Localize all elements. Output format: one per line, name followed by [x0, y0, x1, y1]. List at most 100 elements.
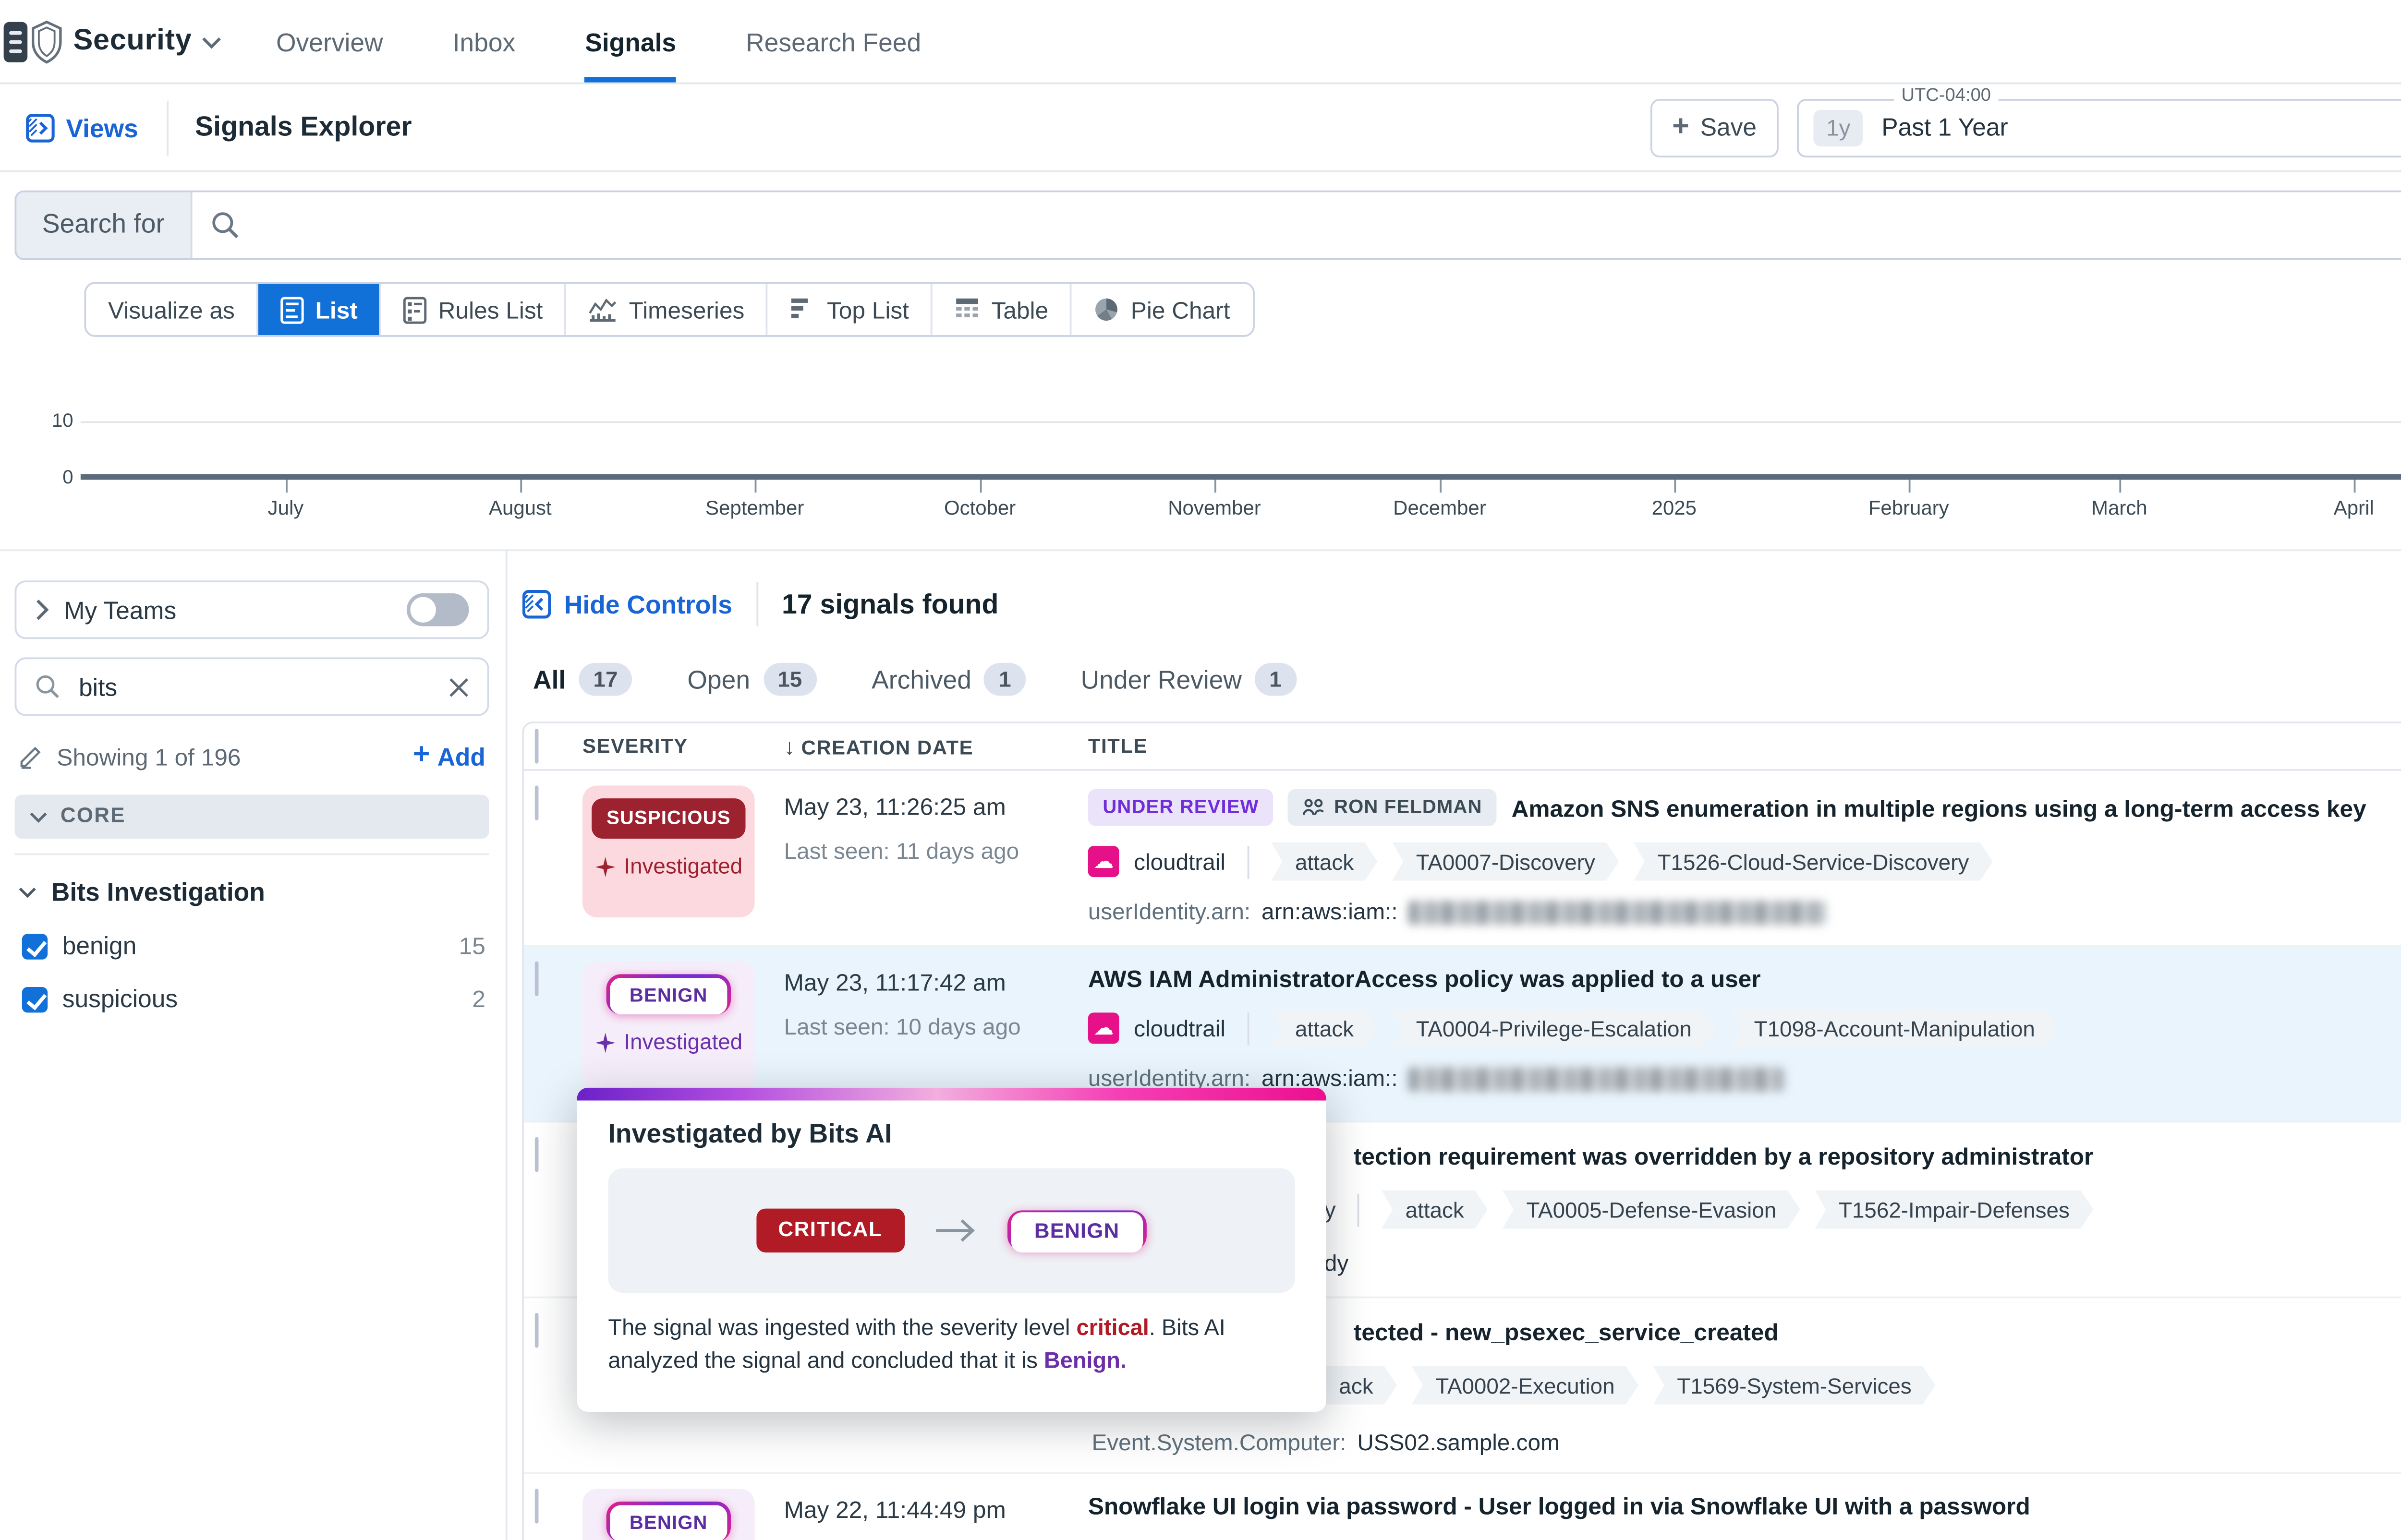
- list-icon: [280, 296, 304, 323]
- tag-chip[interactable]: T1526-Cloud-Service-Discovery: [1634, 842, 1993, 881]
- chart-plot: July August September October November Decemb…: [80, 362, 2401, 520]
- month-tick: [520, 480, 522, 493]
- from-severity-badge: CRITICAL: [756, 1208, 905, 1253]
- add-facet-button[interactable]: + Add: [413, 740, 485, 773]
- signal-title-fragment[interactable]: tected - new_psexec_service_created: [1353, 1318, 1779, 1346]
- month-label: July: [267, 498, 304, 520]
- table-row-3[interactable]: tection requirement was overridden by a …: [523, 1122, 2401, 1299]
- status-tab-all[interactable]: All 17: [533, 662, 632, 696]
- creation-date: May 23, 11:17:42 am: [784, 968, 1006, 997]
- signal-title[interactable]: AWS IAM AdministratorAccess policy was a…: [1088, 965, 1761, 993]
- status-tab-under-review[interactable]: Under Review 1: [1081, 662, 1297, 696]
- facet-bits-investigation[interactable]: Bits Investigation: [18, 877, 485, 906]
- collapse-menu-icon[interactable]: [3, 21, 28, 61]
- benign-checkbox[interactable]: [22, 933, 48, 959]
- signals-found-count: 17 signals found: [781, 589, 999, 620]
- visualize-pie-chart-button[interactable]: Pie Chart: [1070, 284, 1252, 336]
- product-switcher-chevron-icon[interactable]: [201, 36, 221, 49]
- row-checkbox[interactable]: [534, 961, 539, 997]
- status-tab-archived[interactable]: Archived 1: [872, 662, 1026, 696]
- row-checkbox[interactable]: [534, 785, 539, 820]
- status-tabs: All 17 Open 15 Archived 1 Under Review 1: [533, 662, 2401, 696]
- tag-chip[interactable]: attack: [1271, 1009, 1377, 1047]
- tag-chip[interactable]: T1562-Impair-Defenses: [1815, 1190, 2093, 1228]
- assignee-people-icon: [1303, 799, 1325, 815]
- severity-badge-benign: BENIGN: [606, 974, 732, 1015]
- header-creation-date[interactable]: ↓ CREATION DATE: [784, 733, 974, 759]
- tab-overview[interactable]: Overview: [276, 26, 383, 56]
- assignee-badge[interactable]: RON FELDMAN: [1288, 789, 1497, 826]
- signal-title[interactable]: Amazon SNS enumeration in multiple regio…: [1511, 794, 2366, 821]
- facet-search-input[interactable]: [75, 671, 435, 702]
- facet-value-benign[interactable]: benign 15: [22, 932, 485, 960]
- visualize-as-label: Visualize as: [86, 284, 257, 336]
- nav-tabs: Overview Inbox Signals Research Feed: [276, 0, 921, 83]
- tab-research-feed[interactable]: Research Feed: [746, 26, 922, 56]
- field-key: userIdentity.arn:: [1088, 899, 1251, 925]
- creation-date: May 23, 11:26:25 am: [784, 793, 1006, 820]
- save-button[interactable]: + Save: [1650, 98, 1779, 157]
- visualize-timeseries-button[interactable]: Timeseries: [565, 284, 767, 336]
- my-teams-control[interactable]: My Teams: [14, 580, 489, 639]
- sort-descending-icon: ↓: [784, 733, 796, 759]
- signal-title[interactable]: Snowflake UI login via password - User l…: [1088, 1492, 2030, 1520]
- views-button[interactable]: Views: [15, 105, 149, 149]
- row-checkbox[interactable]: [534, 1489, 539, 1524]
- facet-search-box: [14, 657, 489, 716]
- tag-chip[interactable]: attack: [1382, 1190, 1488, 1228]
- tag-chip-fragment[interactable]: ack: [1315, 1366, 1397, 1405]
- tag-chip[interactable]: TA0002-Execution: [1412, 1366, 1638, 1405]
- month-label: December: [1393, 498, 1486, 520]
- month-label: March: [2091, 498, 2147, 520]
- signal-title-fragment[interactable]: tection requirement was overridden by a …: [1353, 1143, 2094, 1170]
- table-row-5[interactable]: BENIGN May 22, 11:44:49 pm Last seen: 11…: [524, 1474, 2401, 1540]
- month-tick: [2119, 480, 2122, 493]
- gridline-10: [80, 421, 2401, 423]
- tag-chip[interactable]: TA0007-Discovery: [1392, 842, 1619, 881]
- table-row-4[interactable]: tected - new_psexec_service_created ack …: [523, 1298, 2401, 1474]
- tab-inbox[interactable]: Inbox: [452, 26, 516, 56]
- visualize-top-list-button[interactable]: Top List: [766, 284, 931, 336]
- visualize-table-button[interactable]: Table: [931, 284, 1070, 336]
- facet-showing-label: Showing 1 of 196: [57, 742, 241, 770]
- time-range-label: Past 1 Year: [1881, 113, 2008, 141]
- select-all-checkbox[interactable]: [534, 728, 539, 763]
- hide-controls-panel-icon: [522, 590, 551, 619]
- search-input[interactable]: [258, 192, 2395, 258]
- month-label: 2025: [1651, 498, 1697, 520]
- popup-body: The signal was ingested with the severit…: [608, 1314, 1225, 1373]
- tab-signals[interactable]: Signals: [585, 0, 676, 83]
- field-fragment: dy: [1324, 1251, 1349, 1276]
- table-row-1[interactable]: SUSPICIOUS Investigated May 23, 11:26:25…: [523, 771, 2401, 947]
- facet-value-suspicious[interactable]: suspicious 2: [22, 985, 485, 1012]
- views-panel-icon: [26, 113, 55, 142]
- tag-chip[interactable]: attack: [1271, 842, 1377, 881]
- tag-chip[interactable]: T1569-System-Services: [1653, 1366, 1936, 1405]
- clear-facet-search-icon[interactable]: [449, 676, 469, 697]
- header-title[interactable]: TITLE: [1088, 735, 1148, 758]
- severity-badge-benign: BENIGN: [606, 1501, 732, 1540]
- facet-group-core[interactable]: CORE: [14, 794, 489, 839]
- header-severity[interactable]: SEVERITY: [582, 735, 688, 758]
- bits-ai-gradient-bar: [577, 1087, 1326, 1101]
- tag-chip[interactable]: TA0004-Privilege-Escalation: [1392, 1009, 1715, 1047]
- month-label: February: [1868, 498, 1949, 520]
- pencil-icon[interactable]: [18, 744, 44, 769]
- signals-timeline-chart[interactable]: 10 0 July August September October November D…: [0, 362, 2401, 531]
- last-seen: Last seen: 10 days ago: [784, 1014, 1021, 1040]
- time-range-selector[interactable]: UTC-04:00 1y Past 1 Year: [1797, 85, 2401, 157]
- row-checkbox[interactable]: [534, 1137, 539, 1172]
- hide-controls-button[interactable]: Hide Controls: [522, 590, 732, 619]
- visualize-list-button[interactable]: List: [256, 284, 380, 336]
- plus-icon: +: [412, 740, 430, 771]
- month-tick: [1908, 480, 1911, 493]
- tag-chip[interactable]: T1098-Account-Manipulation: [1730, 1009, 2059, 1047]
- status-tab-open[interactable]: Open 15: [687, 662, 817, 696]
- row-checkbox[interactable]: [534, 1312, 539, 1348]
- my-teams-toggle[interactable]: [406, 593, 469, 626]
- tag-chip[interactable]: TA0005-Defense-Evasion: [1503, 1190, 1800, 1228]
- visualize-rules-list-button[interactable]: Rules List: [379, 284, 565, 336]
- suspicious-checkbox[interactable]: [22, 986, 48, 1012]
- timezone-label: UTC-04:00: [1894, 85, 1999, 106]
- clear-search-icon[interactable]: [2394, 192, 2401, 258]
